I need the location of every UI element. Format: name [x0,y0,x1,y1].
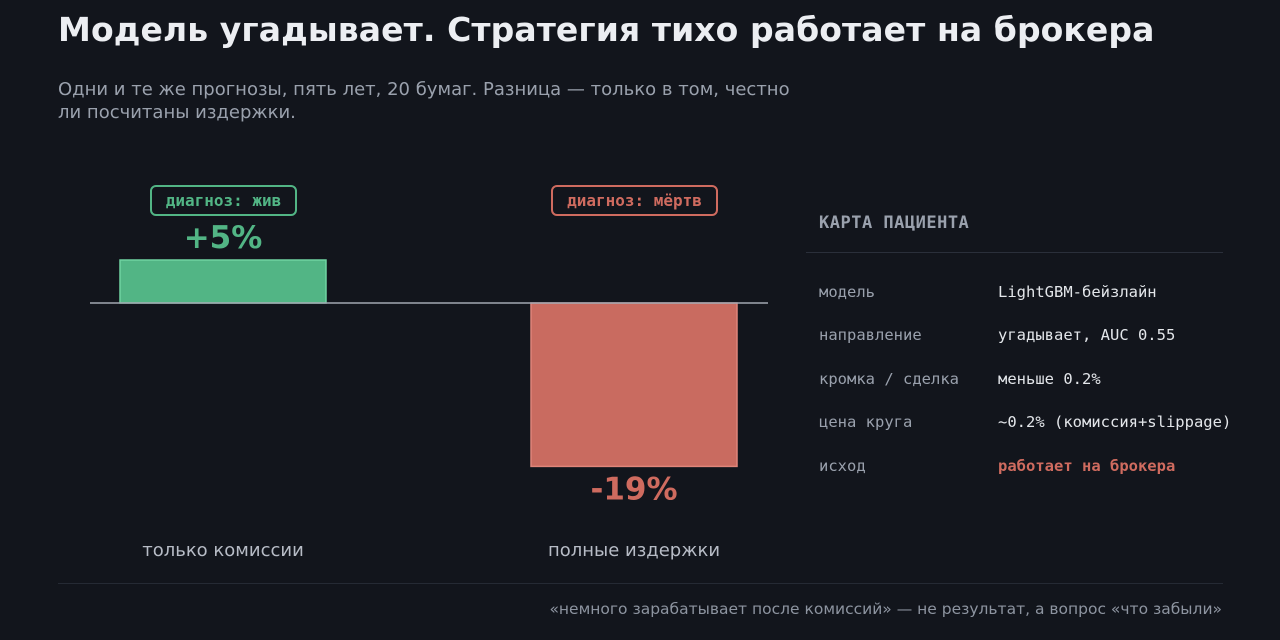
card-value-outcome: работает на брокера [998,457,1176,475]
card-value: меньше 0.2% [998,370,1101,388]
footer-divider [58,583,1223,584]
diagnosis-badge-alive: диагноз: жив [150,185,297,216]
page-subtitle: Одни и те же прогнозы, пять лет, 20 бума… [58,79,790,123]
page-title: Модель угадывает. Стратегия тихо работае… [58,10,1155,49]
category-label-commissions: только комиссии [142,540,304,561]
diagnosis-badge-dead: диагноз: мёртв [551,185,718,216]
bar-chart: +5% -19% [90,220,768,507]
category-label-full-costs: полные издержки [547,540,721,561]
card-value: угадывает, AUC 0.55 [998,326,1176,344]
card-key: модель [819,283,875,301]
card-key: кромка / сделка [819,370,959,388]
card-value: LightGBM-бейзлайн [998,283,1157,301]
card-key: направление [819,326,922,344]
card-key: цена круга [819,413,913,431]
value-label-0: +5% [184,220,263,256]
patient-card-title: КАРТА ПАЦИЕНТА [819,213,970,233]
footer-note: «немного зарабатывает после комиссий» — … [549,600,1222,618]
card-key: исход [819,457,866,475]
card-value: ~0.2% (комиссия+slippage) [998,413,1232,431]
patient-card-divider [806,252,1223,253]
bar-0 [119,259,327,304]
bar-1 [530,302,738,468]
value-label-1: -19% [590,471,677,507]
